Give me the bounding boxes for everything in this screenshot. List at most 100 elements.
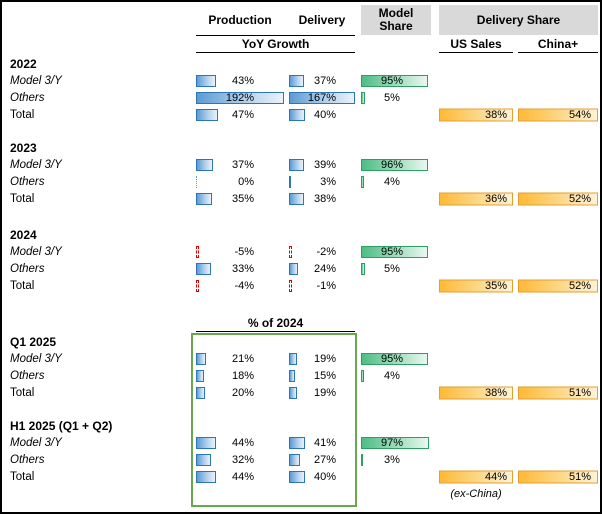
us-sales-cell: 38% (439, 106, 513, 123)
model-share-bar (361, 453, 364, 466)
model-share-cell: 95% (361, 350, 431, 367)
delivery-cell: -1% (289, 277, 355, 294)
model-share-cell: 4% (361, 173, 431, 190)
china-share-bar (518, 386, 598, 399)
production-column-header: Production (208, 13, 272, 27)
model-share-cell (361, 384, 431, 401)
production-cell: 32% (196, 451, 284, 468)
delivery-value: 15% (313, 369, 336, 382)
china-share-bar (518, 108, 598, 121)
production-value: 33% (231, 262, 254, 275)
delivery-value: 37% (313, 74, 336, 87)
china-share-value: 51% (568, 470, 591, 483)
production-bar (196, 158, 213, 171)
delivery-bar (289, 352, 297, 365)
production-value: 35% (231, 192, 254, 205)
production-value: 20% (231, 386, 254, 399)
production-cell: 20% (196, 384, 284, 401)
model-share-cell: 95% (361, 72, 431, 89)
row-label: Others (10, 453, 45, 466)
model-share-column-header: Model Share (361, 5, 431, 35)
china-share-bar (518, 279, 598, 292)
model-share-value: 95% (380, 74, 404, 87)
us-sales-bar (439, 470, 513, 483)
model-share-value: 96% (380, 158, 404, 171)
production-bar (196, 108, 218, 121)
table-row: Total 35% 38% 36% 52% (2, 190, 600, 207)
model-share-value: 5% (384, 262, 400, 275)
delivery-column-header: Delivery (298, 13, 346, 27)
production-cell: 0% (196, 173, 284, 190)
table-row: Total 44% 40% 44% 51% (2, 468, 600, 485)
delivery-bar (289, 175, 291, 188)
china-share-cell (518, 156, 598, 173)
production-bar (196, 175, 198, 188)
delivery-cell: 40% (289, 468, 355, 485)
model-share-value: 5% (384, 91, 400, 104)
table-row: Total 47% 40% 38% 54% (2, 106, 600, 123)
delivery-bar (289, 436, 306, 449)
production-bar (196, 453, 211, 466)
china-share-cell (518, 260, 598, 277)
model-share-cell: 97% (361, 434, 431, 451)
delivery-cell: 24% (289, 260, 355, 277)
column-header-row: Production Delivery Model Share Delivery… (2, 5, 600, 35)
row-label: Total (10, 279, 35, 292)
china-share-cell: 51% (518, 384, 598, 401)
table-row: Others 33% 24% 5% (2, 260, 600, 277)
us-sales-bar (439, 386, 513, 399)
model-share-cell: 96% (361, 156, 431, 173)
production-cell: 37% (196, 156, 284, 173)
delivery-bar (289, 453, 300, 466)
model-share-cell (361, 277, 431, 294)
china-share-cell (518, 451, 598, 468)
row-label: Model 3/Y (10, 436, 62, 449)
delivery-value: -2% (316, 245, 336, 258)
china-share-cell: 51% (518, 468, 598, 485)
model-share-bar (361, 436, 429, 449)
group-label: H1 2025 (Q1 + Q2) (10, 419, 113, 433)
us-sales-cell (439, 451, 513, 468)
model-share-cell: 95% (361, 243, 431, 260)
china-share-value: 54% (568, 108, 591, 121)
group-label: 2024 (10, 228, 37, 242)
delivery-bar (289, 158, 305, 171)
group-label: 2022 (10, 57, 37, 71)
delivery-cell: 3% (289, 173, 355, 190)
row-label: Model 3/Y (10, 352, 62, 365)
delivery-cell: 15% (289, 367, 355, 384)
china-share-cell (518, 72, 598, 89)
production-cell: 192% (196, 89, 284, 106)
header-spacer (2, 5, 188, 35)
us-sales-cell: 35% (439, 277, 513, 294)
us-sales-cell: 44% (439, 468, 513, 485)
delivery-value: 19% (313, 386, 336, 399)
china-share-cell: 52% (518, 277, 598, 294)
model-share-cell (361, 106, 431, 123)
delivery-bar (289, 91, 355, 104)
delivery-value: 24% (313, 262, 336, 275)
us-sales-value: 38% (484, 108, 507, 121)
table-row: Model 3/Y 37% 39% 96% (2, 156, 600, 173)
group-label-row: H1 2025 (Q1 + Q2) (2, 418, 600, 434)
us-sales-cell (439, 89, 513, 106)
model-share-value: 95% (380, 352, 404, 365)
us-sales-value: 35% (484, 279, 507, 292)
production-bar (196, 470, 217, 483)
production-value: 44% (231, 436, 254, 449)
model-share-bar (361, 369, 364, 382)
model-share-value: 4% (384, 175, 400, 188)
model-share-cell (361, 190, 431, 207)
pct-of-2024-header-row: % of 2024 (2, 314, 600, 332)
delivery-bar (289, 192, 305, 205)
row-label: Others (10, 175, 45, 188)
model-share-bar (361, 262, 365, 275)
china-share-cell (518, 367, 598, 384)
delivery-value: 167% (307, 91, 336, 104)
delivery-value: 19% (313, 352, 336, 365)
china-share-cell (518, 434, 598, 451)
table-row: Total 20% 19% 38% 51% (2, 384, 600, 401)
production-value: 21% (231, 352, 254, 365)
us-sales-value: 38% (484, 386, 507, 399)
